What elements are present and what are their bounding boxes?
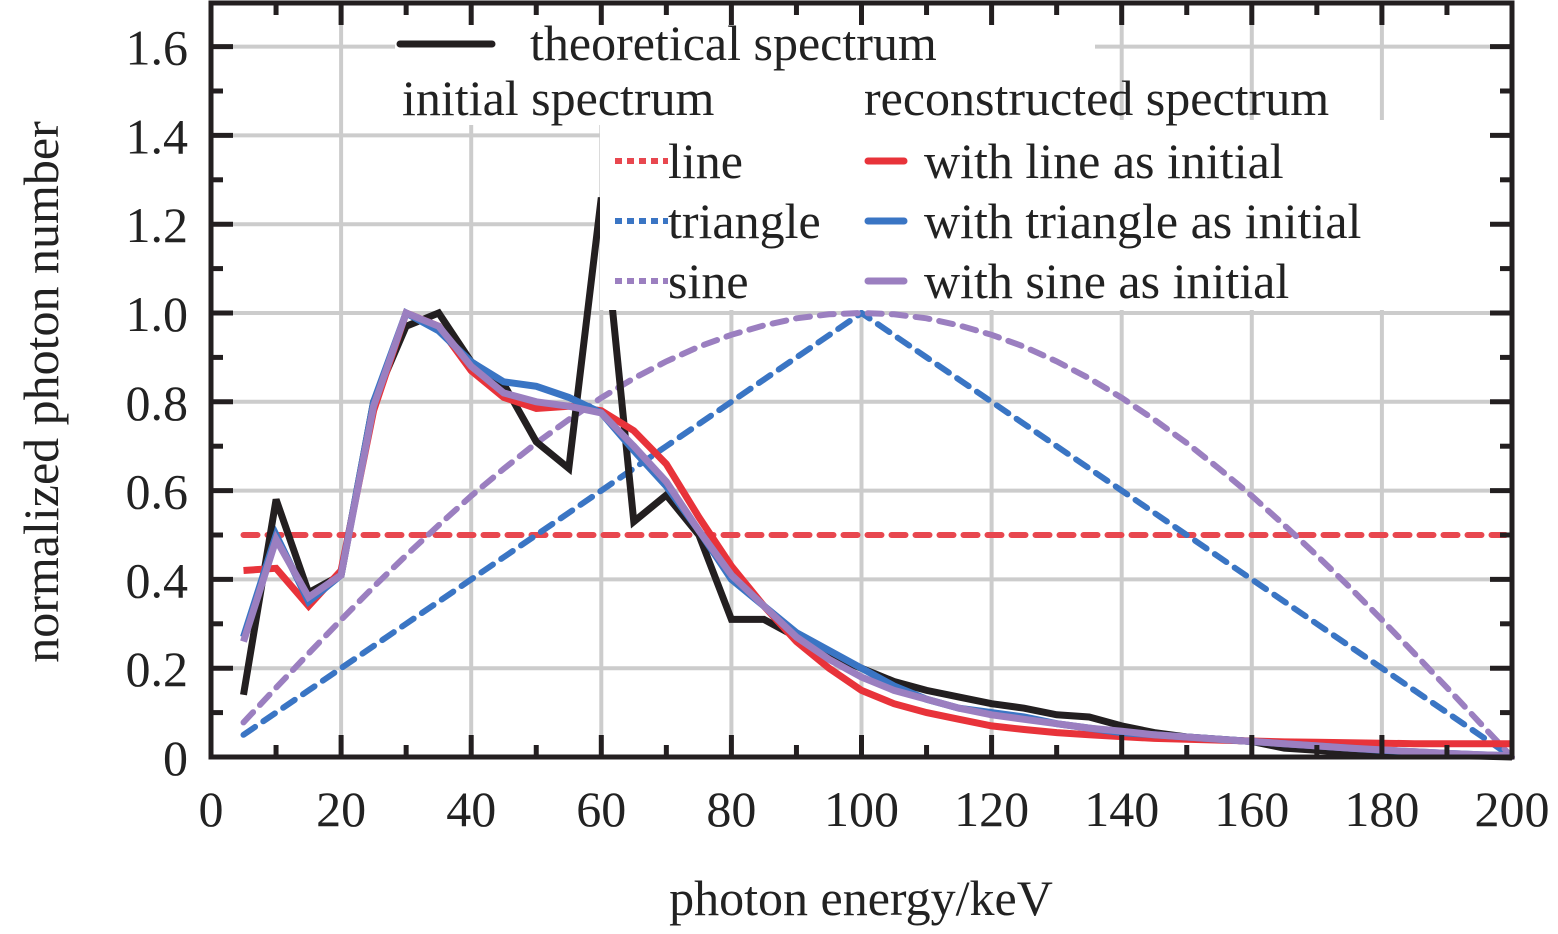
legend-header-reconstructed: reconstructed spectrum xyxy=(864,70,1329,126)
y-tick-label: 0.6 xyxy=(126,464,189,520)
series-initial-triangle xyxy=(240,309,1515,760)
x-tick-label: 80 xyxy=(706,781,756,837)
y-tick-label: 0 xyxy=(163,730,188,786)
x-tick-label: 180 xyxy=(1344,781,1419,837)
axes xyxy=(208,0,1515,760)
x-tick-label: 200 xyxy=(1475,781,1550,837)
series-recon-sine xyxy=(240,308,1513,760)
x-tick-label: 0 xyxy=(199,781,224,837)
x-tick-label: 20 xyxy=(316,781,366,837)
y-axis-label: normalized photon number xyxy=(13,121,69,663)
y-tick-label: 1.6 xyxy=(126,20,189,76)
y-tick-label: 0.8 xyxy=(126,375,189,431)
legend-label-with-triangle: with triangle as initial xyxy=(924,193,1361,249)
x-tick-label: 40 xyxy=(446,781,496,837)
legend-header-initial: initial spectrum xyxy=(402,70,715,126)
x-tick-label: 60 xyxy=(576,781,626,837)
series-layer xyxy=(240,197,1515,761)
y-tick-label: 1.4 xyxy=(126,108,189,164)
tick-labels: 0 20 40 60 80 100 120 140 160 180 200 0 0.2 0.4 0.6 0.8… xyxy=(126,20,1550,837)
legend-label-with-sine: with sine as initial xyxy=(924,253,1289,309)
legend-label-line: line xyxy=(668,133,743,189)
y-tick-label: 1.2 xyxy=(126,197,189,253)
x-axis-label: photon energy/keV xyxy=(669,870,1053,926)
legend: theoretical spectrum initial spectrum re… xyxy=(395,5,1500,310)
legend-label-triangle: triangle xyxy=(668,193,821,249)
x-tick-label: 140 xyxy=(1084,781,1159,837)
y-tick-label: 0.4 xyxy=(126,552,189,608)
y-tick-label: 0.2 xyxy=(126,641,189,697)
y-tick-label: 1.0 xyxy=(126,286,189,342)
legend-label-sine: sine xyxy=(668,253,749,309)
x-tick-label: 100 xyxy=(824,781,899,837)
legend-label-with-line: with line as initial xyxy=(924,133,1284,189)
series-initial-sine xyxy=(240,309,1515,760)
x-tick-label: 120 xyxy=(954,781,1029,837)
legend-bg-main xyxy=(600,120,1500,310)
x-tick-label: 160 xyxy=(1214,781,1289,837)
legend-bg-top xyxy=(395,5,1095,125)
